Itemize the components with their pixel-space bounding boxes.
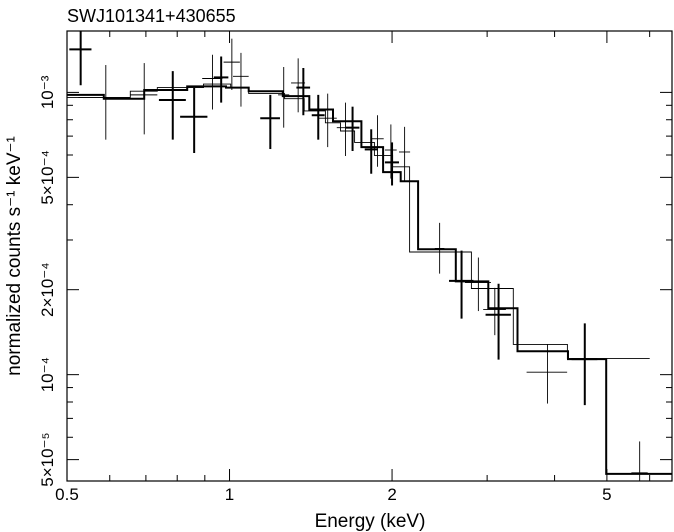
model-step-line-thin: [67, 83, 650, 360]
data-point-thin: [291, 58, 306, 113]
data-point-thick: [571, 323, 598, 406]
data-point-thin: [278, 67, 290, 128]
data-point-thin: [434, 222, 445, 274]
y-axis-label: normalized counts s⁻¹ keV⁻¹: [4, 136, 25, 376]
chart-title: SWJ101341+430655: [67, 6, 236, 26]
data-point-thin: [465, 257, 492, 312]
data-point-thick: [260, 94, 280, 150]
x-axis-label: Energy (keV): [315, 511, 426, 532]
data-point-thick: [180, 87, 208, 153]
y-tick-label: 2×10⁻⁴: [38, 262, 57, 317]
data-point-thick: [158, 71, 186, 140]
data-point-thick: [485, 283, 511, 360]
y-tick-label: 10⁻⁴: [38, 357, 57, 392]
y-tick-label: 5×10⁻⁵: [38, 432, 57, 486]
data-point-thick: [449, 250, 474, 319]
data-point-thin: [336, 102, 354, 157]
data-point-thick: [364, 129, 378, 174]
data-point-thin: [223, 38, 240, 90]
data-point-thin: [631, 441, 648, 481]
data-point-thin: [78, 65, 131, 140]
x-tick-label: 1: [225, 485, 234, 504]
tick-labels: 0.5 1 2 5 5×10⁻⁵ 10⁻⁴ 2×10⁻⁴ 5×10⁻⁴ 10⁻³: [38, 75, 612, 504]
data-point-thick: [296, 68, 311, 116]
data-point-thick: [311, 94, 325, 140]
data-point-thin: [130, 63, 158, 135]
data-point-thin: [398, 126, 411, 182]
plot-content: [67, 31, 672, 481]
data-point-thin: [483, 287, 506, 336]
model-step-line-thick: [67, 85, 672, 475]
y-tick-label: 5×10⁻⁴: [38, 150, 57, 205]
data-point-thin: [233, 52, 249, 107]
x-tick-label: 0.5: [55, 485, 79, 504]
data-point-thin: [526, 344, 568, 404]
data-point-thick: [213, 56, 229, 103]
data-point-thick: [69, 31, 92, 86]
x-tick-label: 5: [602, 485, 611, 504]
x-tick-label: 2: [387, 485, 396, 504]
data-point-thin: [318, 93, 337, 148]
data-point-thin: [202, 54, 223, 110]
y-tick-label: 10⁻³: [38, 75, 57, 109]
data-point-thin: [384, 124, 397, 179]
axis-ticks: [66, 31, 672, 481]
data-point-thin: [371, 115, 384, 167]
plot-frame: [66, 30, 673, 482]
